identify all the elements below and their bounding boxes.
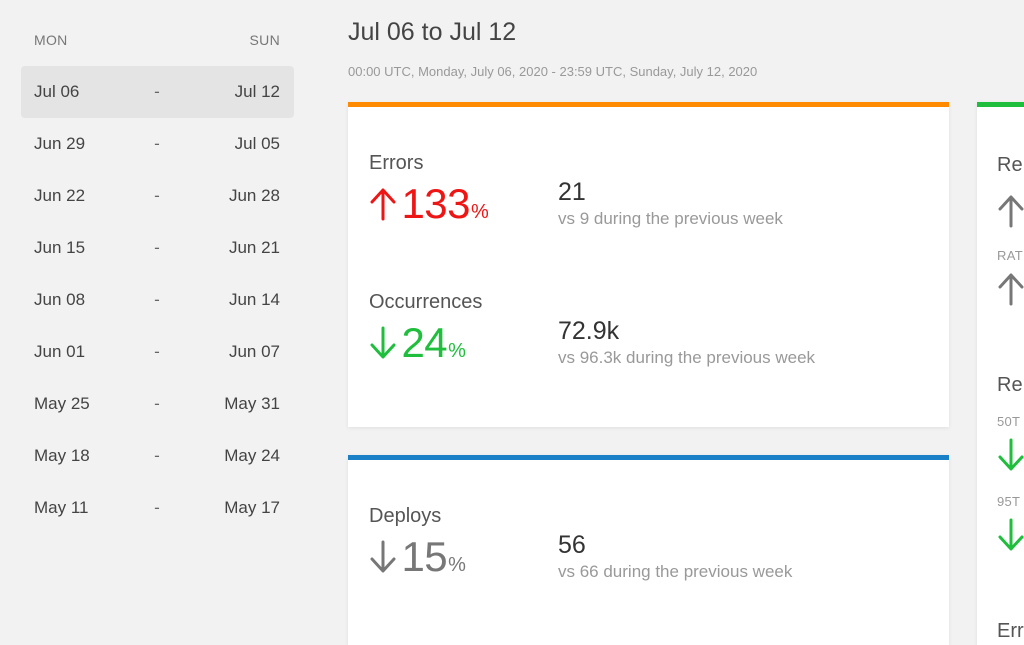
week-start: Jun 01 (34, 342, 86, 361)
week-start: May 11 (34, 498, 89, 517)
week-row[interactable]: Jun 15 - Jun 21 (21, 222, 294, 274)
page-subtitle: 00:00 UTC, Monday, July 06, 2020 - 23:59… (348, 64, 758, 79)
deploys-percent: 15 (401, 533, 448, 580)
card-accent-bar (348, 102, 949, 107)
occurrences-percent-sign: % (448, 340, 466, 363)
week-row[interactable]: May 18 - May 24 (21, 430, 294, 482)
week-end: Jun 28 (228, 186, 280, 205)
errors-percent: 133 (401, 180, 471, 227)
errors-comparison: vs 9 during the previous week (558, 209, 783, 228)
deploys-comparison: vs 66 during the previous week (558, 562, 793, 581)
arrow-up-icon (998, 273, 1024, 306)
partial-label-response: Re (997, 374, 1023, 396)
arrow-down-icon (370, 540, 396, 573)
arrow-up-icon (998, 195, 1024, 228)
partial-label-rate: RAT (997, 248, 1023, 263)
week-row[interactable]: Jun 22 - Jun 28 (21, 170, 294, 222)
occurrences-detail: 72.9k vs 96.3k during the previous week (558, 317, 815, 368)
errors-percent-sign: % (471, 201, 489, 224)
week-start: Jun 22 (34, 186, 86, 205)
week-dash: - (154, 134, 160, 153)
week-dash: - (154, 238, 160, 257)
week-dash: - (154, 290, 160, 309)
week-end: May 17 (224, 498, 280, 517)
partial-label-requests: Re (997, 154, 1023, 176)
arrow-down-icon (998, 438, 1024, 471)
week-start: Jun 29 (34, 134, 86, 153)
partial-label-errors: Err (997, 620, 1024, 642)
column-label-mon: MON (34, 32, 68, 48)
week-start: Jul 06 (34, 82, 80, 101)
week-row[interactable]: Jun 08 - Jun 14 (21, 274, 294, 326)
occurrences-value: 72.9k (558, 317, 620, 345)
occurrences-metric: Occurrences 24% 72.9k vs 96.3k during th… (369, 291, 815, 367)
arrow-down-icon (998, 518, 1024, 551)
deploys-detail: 56 vs 66 during the previous week (558, 531, 792, 582)
week-row[interactable]: May 25 - May 31 (21, 378, 294, 430)
errors-detail: 21 vs 9 during the previous week (558, 178, 783, 229)
page-title: Jul 06 to Jul 12 (348, 18, 517, 46)
week-dash: - (154, 186, 160, 205)
partial-label-95th: 95T (997, 494, 1021, 509)
week-row[interactable]: May 11 - May 17 (21, 482, 294, 534)
errors-change: 133% (369, 180, 489, 228)
week-row[interactable]: Jun 29 - Jul 05 (21, 118, 294, 170)
week-dash: - (154, 446, 160, 465)
week-end: Jul 05 (234, 134, 280, 153)
week-list: Jul 06- Jul 12 Jun 29- Jul 05 Jun 22- Jun 28 J… (21, 66, 294, 534)
occurrences-comparison: vs 96.3k during the previous week (558, 348, 816, 367)
arrow-down-icon (370, 326, 396, 359)
week-row[interactable]: Jul 06 - Jul 12 (21, 66, 294, 118)
deploys-metric: Deploys 15% 56 vs 66 during the previous… (369, 505, 792, 581)
errors-value: 21 (558, 178, 586, 206)
deploys-change: 15% (369, 533, 466, 581)
week-dash: - (154, 82, 160, 101)
week-end: Jun 07 (228, 342, 280, 361)
deploys-value: 56 (558, 531, 586, 559)
partial-label-50th: 50T (997, 414, 1021, 429)
card-accent-bar (348, 455, 949, 460)
week-start: May 18 (34, 446, 90, 465)
week-end: Jun 14 (228, 290, 280, 309)
deploys-label: Deploys (369, 505, 442, 527)
card-accent-bar (977, 102, 1024, 107)
errors-label: Errors (369, 152, 424, 174)
week-end: Jul 12 (234, 82, 280, 101)
week-start: Jun 08 (34, 290, 86, 309)
week-row[interactable]: Jun 01 - Jun 07 (21, 326, 294, 378)
errors-metric: Errors 133% 21 vs 9 during the previous … (369, 152, 783, 228)
week-start: May 25 (34, 394, 90, 413)
deploys-percent-sign: % (448, 554, 466, 577)
deploys-card: Deploys 15% 56 vs 66 during the previous… (348, 455, 949, 645)
week-start: Jun 15 (34, 238, 86, 257)
week-dash: - (154, 498, 160, 517)
requests-card-partial: Re RAT Re 50T 95T Err (977, 102, 1024, 645)
week-dash: - (154, 342, 160, 361)
week-end: Jun 21 (228, 238, 280, 257)
sidebar-header: MON SUN (21, 0, 294, 66)
week-end: May 31 (224, 394, 280, 413)
occurrences-change: 24% (369, 319, 466, 367)
week-end: May 24 (224, 446, 280, 465)
week-sidebar: MON SUN Jul 06 - Jul 12 Jun 29 - Jul 05 Jun 22… (21, 0, 294, 534)
occurrences-percent: 24 (401, 319, 448, 366)
column-label-sun: SUN (249, 32, 280, 48)
arrow-up-icon (370, 188, 396, 221)
health-card: Errors 133% 21 vs 9 during the previous … (348, 102, 949, 427)
week-dash: - (154, 394, 160, 413)
occurrences-label: Occurrences (369, 291, 483, 313)
